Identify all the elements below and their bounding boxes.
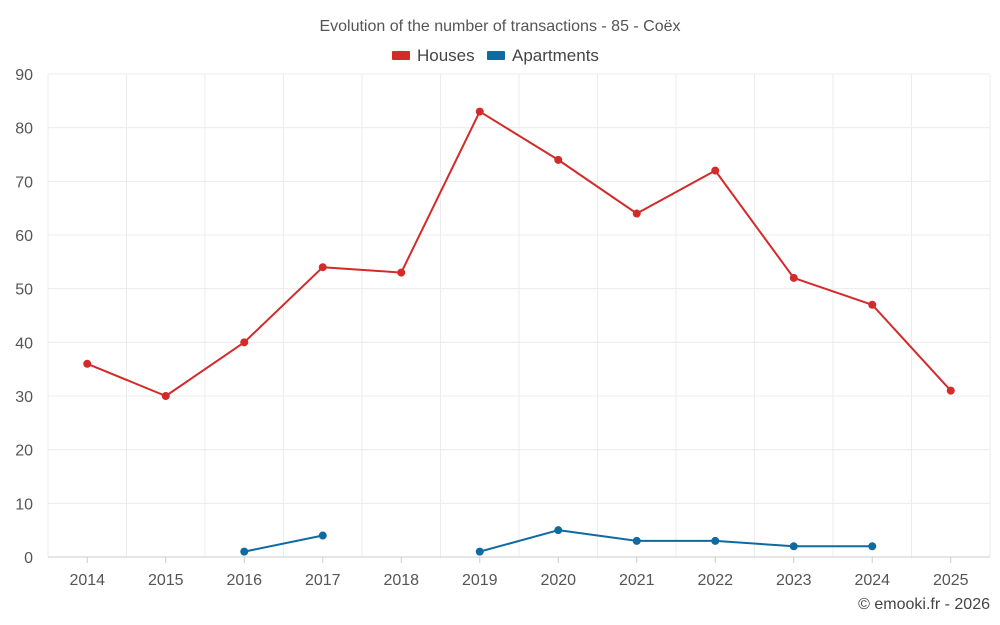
credit-text: © emooki.fr - 2026	[858, 596, 990, 613]
series-line-apartments	[244, 534, 323, 553]
y-tick-label: 60	[15, 228, 33, 245]
y-tick-label: 50	[15, 282, 33, 299]
y-tick-label: 90	[15, 67, 33, 84]
legend: Houses Apartments	[392, 46, 599, 65]
legend-item-houses[interactable]: Houses	[392, 46, 475, 65]
data-point-apartments[interactable]	[789, 542, 798, 551]
data-point-apartments[interactable]	[475, 547, 484, 556]
axes: 0 10 20 30 40 50 60 70 80 90 2014 2015 2016 2017 2018 2…	[15, 67, 990, 589]
y-tick-label: 0	[24, 550, 33, 567]
data-point-houses[interactable]	[946, 386, 955, 395]
series-houses	[83, 107, 955, 400]
legend-label-houses: Houses	[417, 46, 475, 65]
y-tick-label: 10	[15, 496, 33, 513]
y-tick-label: 80	[15, 121, 33, 138]
data-point-apartments[interactable]	[711, 536, 720, 545]
y-tick-label: 40	[15, 335, 33, 352]
data-point-apartments[interactable]	[554, 526, 563, 535]
series-layer	[83, 107, 955, 556]
x-tick-label: 2022	[697, 572, 733, 589]
legend-swatch-houses	[392, 51, 410, 60]
data-point-houses[interactable]	[711, 166, 720, 175]
series-line-apartments	[479, 529, 873, 553]
data-point-apartments[interactable]	[868, 542, 877, 551]
series-apartments	[240, 526, 877, 556]
y-tick-label: 30	[15, 389, 33, 406]
data-point-houses[interactable]	[554, 155, 563, 164]
data-point-apartments[interactable]	[240, 547, 249, 556]
x-tick-label: 2021	[619, 572, 655, 589]
x-tick-label: 2025	[933, 572, 969, 589]
y-tick-label: 70	[15, 174, 33, 191]
chart-title: Evolution of the number of transactions …	[319, 18, 680, 35]
x-tick-label: 2023	[776, 572, 812, 589]
x-tick-label: 2015	[148, 572, 184, 589]
x-tick-label: 2016	[226, 572, 262, 589]
x-tick-label: 2019	[462, 572, 498, 589]
data-point-houses[interactable]	[83, 359, 92, 368]
data-point-houses[interactable]	[240, 338, 249, 347]
series-line-houses	[86, 110, 952, 397]
x-tick-label: 2014	[69, 572, 105, 589]
x-tick-label: 2018	[383, 572, 419, 589]
x-tick-label: 2024	[854, 572, 890, 589]
data-point-apartments[interactable]	[318, 531, 327, 540]
data-point-houses[interactable]	[632, 209, 641, 218]
data-point-houses[interactable]	[868, 300, 877, 309]
data-point-apartments[interactable]	[632, 536, 641, 545]
data-point-houses[interactable]	[475, 107, 484, 116]
data-point-houses[interactable]	[318, 263, 327, 272]
data-point-houses[interactable]	[789, 273, 798, 282]
x-tick-label: 2020	[540, 572, 576, 589]
legend-label-apartments: Apartments	[512, 46, 599, 65]
legend-swatch-apartments	[487, 51, 505, 60]
grid	[47, 73, 991, 557]
legend-item-apartments[interactable]: Apartments	[487, 46, 599, 65]
data-point-houses[interactable]	[161, 392, 170, 400]
x-tick-label: 2017	[305, 572, 341, 589]
y-tick-label: 20	[15, 443, 33, 460]
data-point-houses[interactable]	[397, 268, 406, 277]
